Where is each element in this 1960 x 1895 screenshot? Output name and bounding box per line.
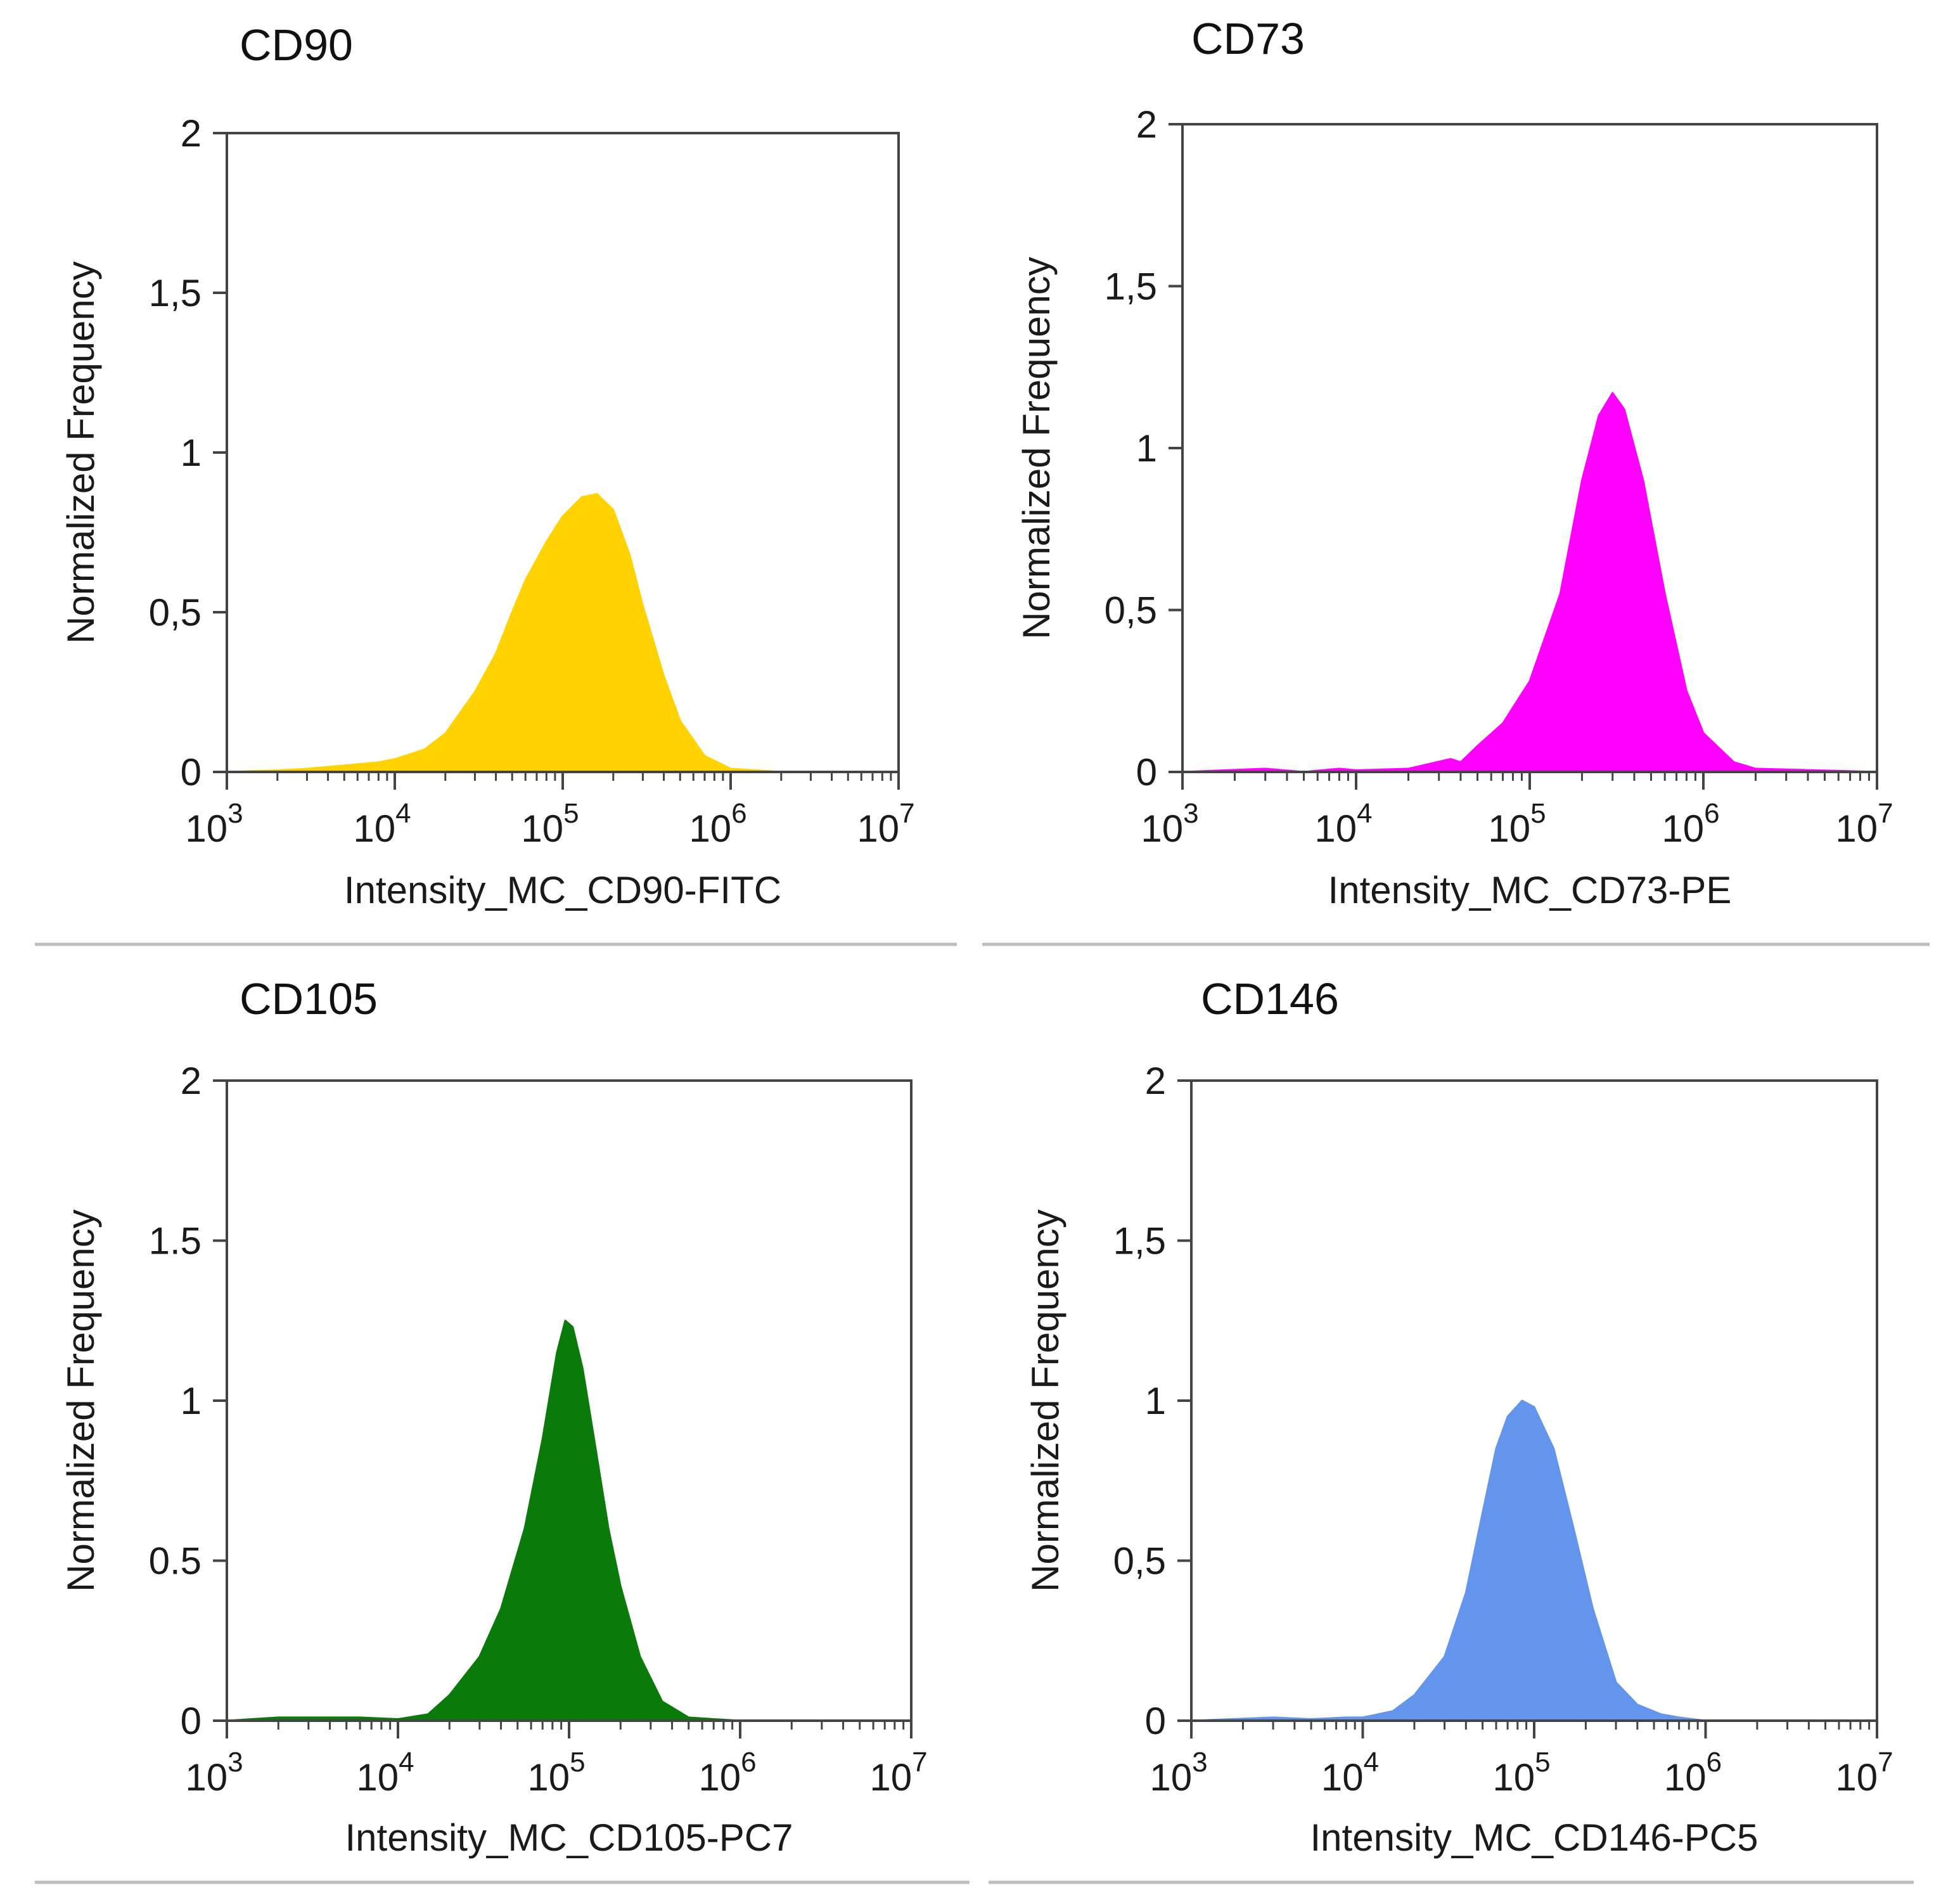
panel-title: CD73 [1191,14,1305,63]
y-tick-label: 0,5 [1105,589,1157,632]
x-tick-label: 105 [527,1747,585,1799]
x-tick-label: 106 [689,798,746,850]
y-tick-label: 0,5 [1113,1540,1166,1583]
histogram-panel-2: CD105 0 0.5 1 1.5 2 103 104 105 106 107 Intensity_M… [60,974,928,1859]
x-tick-label: 105 [1492,1747,1550,1799]
y-tick-label: 1,5 [149,272,202,314]
y-axis-label: Normalized Frequency [1024,1209,1066,1592]
y-axis-label: Normalized Frequency [1015,257,1058,639]
x-tick-label: 105 [521,798,579,850]
panel-title: CD146 [1201,974,1339,1024]
y-tick-label: 1.5 [149,1220,202,1262]
y-tick-label: 1,5 [1105,266,1157,308]
x-tick-label: 106 [1664,1747,1722,1799]
panel-title: CD105 [240,974,378,1024]
histogram-panel-0: CD90 0 0,5 1 1,5 2 103 104 105 106 107 Intensity_MC… [60,20,915,911]
y-axis-label: Normalized Frequency [60,1209,102,1592]
y-axis-label: Normalized Frequency [60,261,102,644]
x-tick-label: 103 [185,798,243,850]
y-tick-label: 1 [1136,427,1157,470]
y-tick-label: 1,5 [1113,1220,1166,1262]
histogram-area [226,493,900,773]
x-tick-label: 105 [1488,798,1546,850]
histogram-panel-1: CD73 0 0,5 1 1,5 2 103 104 105 106 107 Intensity_MC… [1015,14,1893,911]
y-tick-label: 2 [181,112,202,155]
panel-separators [35,942,1930,1884]
y-tick-label: 2 [1136,103,1157,146]
y-tick-label: 1 [181,1380,202,1422]
x-tick-label: 104 [1321,1747,1379,1799]
panel-title: CD90 [240,20,353,70]
x-axis-label: Intensity_MC_CD105-PC7 [345,1816,793,1859]
x-tick-label: 103 [1150,1747,1207,1799]
x-tick-label: 107 [1835,798,1893,850]
y-tick-label: 0,5 [149,591,202,634]
y-tick-label: 0 [1136,751,1157,793]
y-tick-label: 0 [181,1700,202,1742]
histogram-area [1181,392,1878,773]
x-tick-label: 103 [185,1747,243,1799]
y-tick-label: 2 [181,1060,202,1102]
histogram-area [1190,1399,1878,1722]
histogram-area [226,1320,913,1722]
x-tick-label: 107 [857,798,914,850]
y-tick-label: 2 [1145,1060,1166,1102]
x-axis-label: Intensity_MC_CD90-FITC [344,869,781,911]
plot-frame [1181,123,1878,773]
y-tick-label: 1 [1145,1380,1166,1422]
x-axis-label: Intensity_MC_CD73-PE [1328,869,1732,911]
x-tick-label: 104 [353,798,411,850]
x-tick-label: 103 [1141,798,1198,850]
y-tick-label: 1 [181,432,202,474]
x-axis-label: Intensity_MC_CD146-PC5 [1310,1816,1758,1859]
x-tick-label: 106 [1662,798,1719,850]
x-tick-label: 107 [1835,1747,1893,1799]
y-tick-label: 0.5 [149,1540,202,1583]
x-tick-label: 104 [356,1747,414,1799]
x-tick-label: 104 [1314,798,1372,850]
histogram-panel-3: CD146 0 0,5 1 1,5 2 103 104 105 106 107 Intensity_M… [1024,974,1893,1859]
x-tick-label: 107 [869,1747,927,1799]
y-tick-label: 0 [181,751,202,793]
y-tick-label: 0 [1145,1700,1166,1742]
x-tick-label: 106 [698,1747,756,1799]
